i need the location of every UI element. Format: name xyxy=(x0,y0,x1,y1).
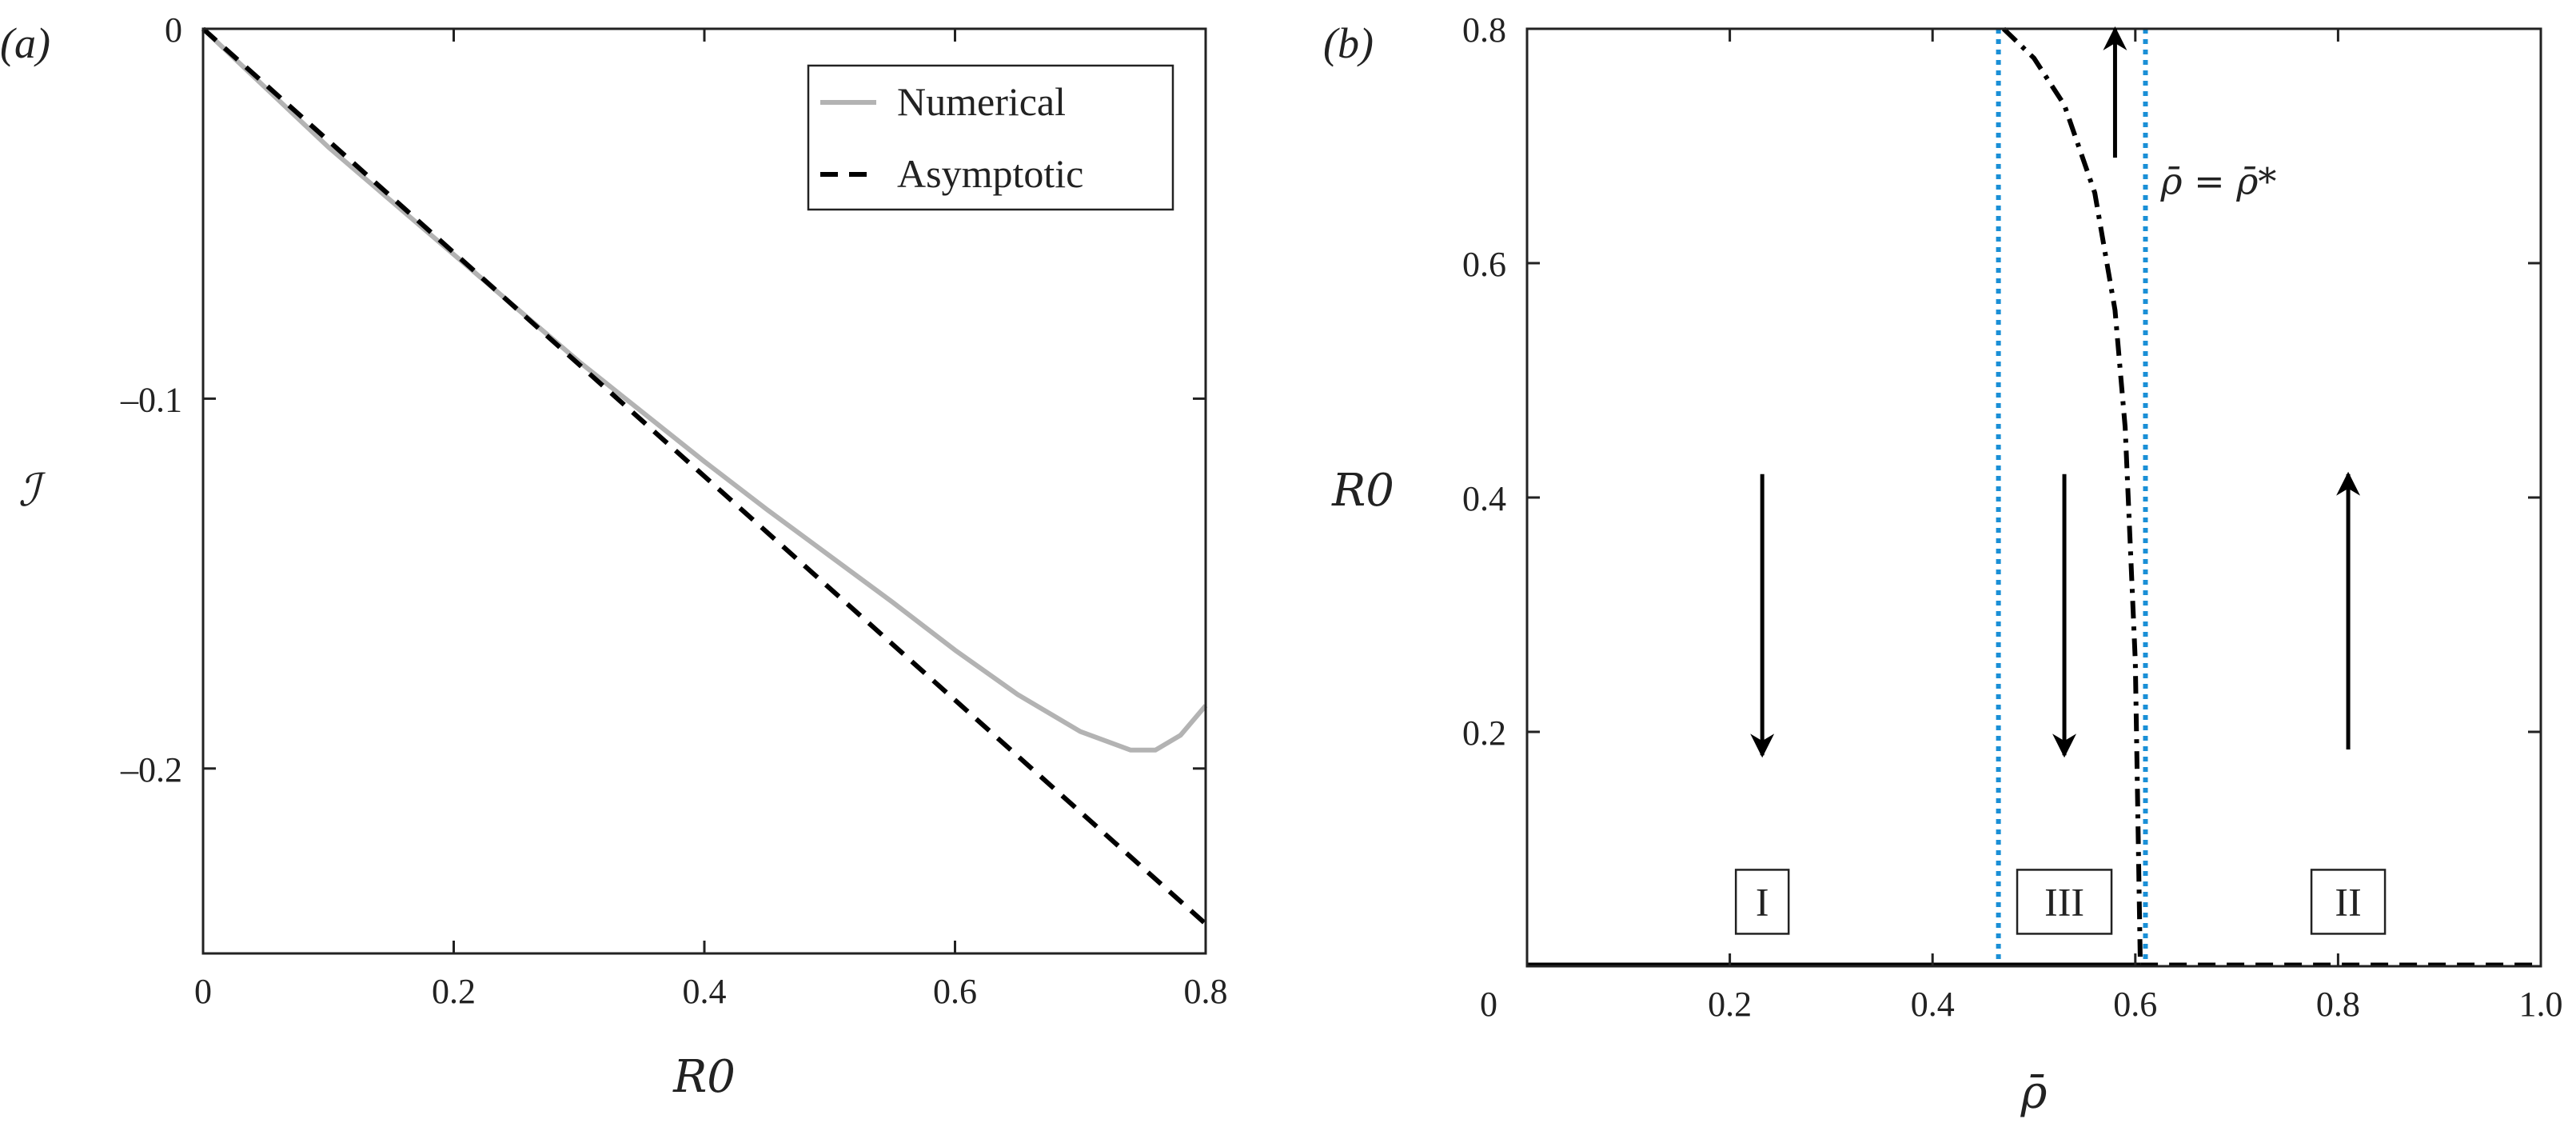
y-tick-label: 0.4 xyxy=(1462,479,1506,518)
critical-density-annotation: ρ̄ = ρ̄* xyxy=(2160,159,2277,202)
panel-a-xlabel: R0 xyxy=(672,1051,736,1103)
x-tick-label: 0 xyxy=(1480,985,1497,1024)
panel-b-label: (b) xyxy=(1323,19,1374,67)
series-line-2 xyxy=(2001,26,2143,967)
panel-a-ticks: 0 0.2 0.4 0.6 0.8 0 –0.1 –0.2 xyxy=(120,10,1228,1011)
region-box xyxy=(2310,869,2387,935)
legend-numerical-label: Numerical xyxy=(897,79,1066,124)
x-tick-label: 0.8 xyxy=(1184,972,1228,1011)
panel-b: (b) 0 0.2 0.4 0.6 0.8 1.00.20.40.60.8 I III II … xyxy=(1323,10,2563,1119)
panel-a-ylabel: ℐ xyxy=(18,465,46,517)
y-tick-label: –0.1 xyxy=(120,380,182,419)
panel-b-ticks: 0 0.2 0.4 0.6 0.8 1.0 0.2 0.4 0.6 0.8 xyxy=(1462,10,2563,1024)
x-tick-label: 0.8 xyxy=(2316,985,2360,1024)
x-tick-label: 0 xyxy=(194,972,212,1011)
legend-box xyxy=(807,64,1174,211)
panel-b-xlabel: ρ̄ xyxy=(2020,1067,2048,1119)
x-tick-label: 1.0 xyxy=(2519,985,2563,1024)
series-line-0 xyxy=(201,26,1208,753)
panel-a-label: (a) xyxy=(0,19,50,67)
region-box xyxy=(2016,869,2113,935)
y-tick-label: 0 xyxy=(165,10,182,50)
panel-b-curves xyxy=(1527,26,2541,968)
x-tick-label: 0.2 xyxy=(1708,985,1752,1024)
region-label: III xyxy=(2044,879,2084,924)
panel-a-curves xyxy=(201,26,1208,926)
legend-asymptotic-label: Asymptotic xyxy=(897,151,1083,196)
y-tick-label: 0.6 xyxy=(1462,245,1506,284)
region-label: II xyxy=(2335,879,2361,924)
x-tick-label: 0.4 xyxy=(683,972,727,1011)
region-box xyxy=(1734,869,1790,935)
panel-b-ylabel: R0 xyxy=(1331,465,1394,517)
x-tick-label: 0.6 xyxy=(933,972,977,1011)
panel-b-arrows xyxy=(1750,26,2361,758)
y-tick-label: –0.2 xyxy=(120,750,182,789)
x-tick-label: 0.4 xyxy=(1911,985,1955,1024)
panel-b-vlines xyxy=(1996,29,2148,966)
y-tick-label: 0.8 xyxy=(1462,10,1506,50)
y-tick-label: 0.2 xyxy=(1462,713,1506,753)
panel-a: (a) 0 0.2 0.4 0.6 0.8 0 –0.1 –0.2 R0 ℐ Numerica… xyxy=(0,10,1228,1103)
panel-a-legend: Numerical Asymptotic xyxy=(807,64,1174,211)
panel-b-regions: I III II xyxy=(1734,869,2387,935)
panel-b-frame xyxy=(1525,27,2542,968)
region-label: I xyxy=(1756,879,1769,924)
x-tick-label: 0.2 xyxy=(432,972,476,1011)
series-line-1 xyxy=(201,26,1207,926)
x-tick-label: 0.6 xyxy=(2113,985,2157,1024)
